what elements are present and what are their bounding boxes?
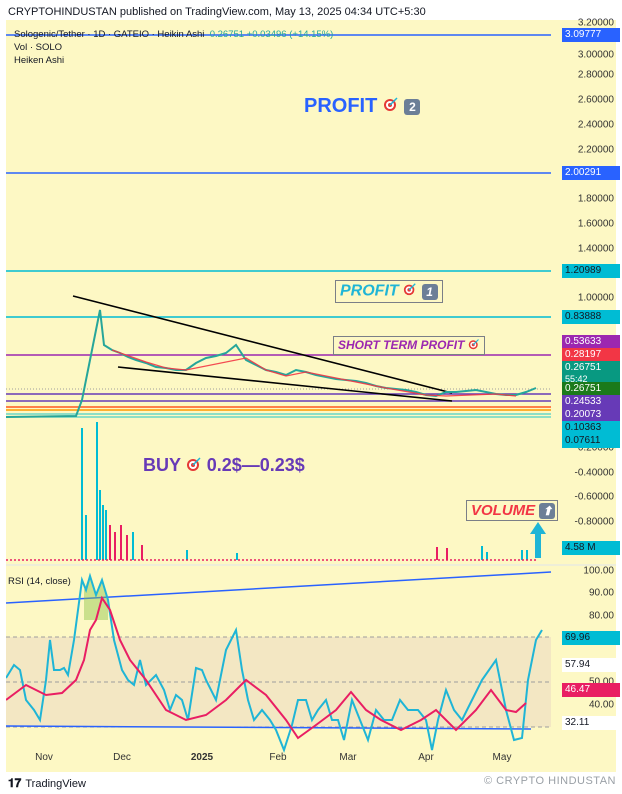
keycap-2-icon: 2 bbox=[404, 98, 421, 115]
time-axis[interactable]: Nov Dec 2025 Feb Mar Apr May bbox=[6, 752, 551, 772]
rsi-tick: 40.00 bbox=[588, 699, 614, 711]
price-tick: -0.20000 bbox=[574, 442, 614, 454]
price-tick: 2.80000 bbox=[577, 69, 614, 81]
price-tick: -0.40000 bbox=[574, 467, 614, 479]
level-tag: 0.10363 bbox=[562, 421, 620, 435]
rsi-tag: 46.47 bbox=[562, 683, 620, 697]
tv-logo-icon: 𝟏𝟕 bbox=[8, 776, 22, 790]
price-axis[interactable]: 3.20000 3.00000 2.80000 2.60000 2.40000 … bbox=[556, 17, 622, 772]
volume-tag: 4.58 M bbox=[562, 541, 620, 555]
price-tick: 2.60000 bbox=[577, 94, 614, 106]
price-tick: 3.20000 bbox=[577, 17, 614, 29]
target-icon bbox=[403, 282, 417, 301]
volume-annotation[interactable]: VOLUME ⬆ bbox=[466, 500, 559, 522]
indicator-legend[interactable]: Heiken Ashi bbox=[14, 55, 65, 66]
volume-legend[interactable]: Vol · SOLO bbox=[14, 42, 63, 53]
time-tick: 2025 bbox=[190, 752, 214, 763]
level-tag: 0.07611 bbox=[562, 434, 620, 448]
rsi-tag: 69.96 bbox=[562, 631, 620, 645]
price-change: +0.03496 (+14.15%) bbox=[246, 29, 334, 40]
target-icon bbox=[383, 95, 399, 118]
volume-bars bbox=[6, 422, 536, 561]
short-term-profit-annotation[interactable]: SHORT TERM PROFIT bbox=[333, 336, 485, 356]
price-tick: 1.60000 bbox=[577, 218, 614, 230]
symbol-label[interactable]: Sologenic/Tether · 1D · GATEIO · Heikin … bbox=[14, 29, 205, 40]
rsi-tick: 90.00 bbox=[588, 587, 614, 599]
level-tag: 3.09777 bbox=[562, 28, 620, 42]
chart-legend: Sologenic/Tether · 1D · GATEIO · Heikin … bbox=[14, 28, 333, 67]
profit1-annotation[interactable]: PROFIT 1 bbox=[335, 280, 443, 303]
rsi-tag: 57.94 bbox=[562, 658, 620, 672]
price-tick: -0.60000 bbox=[574, 491, 614, 503]
keycap-1-icon: 1 bbox=[421, 283, 438, 300]
time-tick: Dec bbox=[113, 752, 131, 763]
buy-annotation[interactable]: BUY 0.2$—0.23$ bbox=[143, 455, 305, 477]
level-tag: 0.53633 bbox=[562, 335, 620, 349]
price-tick: 1.40000 bbox=[577, 243, 614, 255]
price-tick: 2.20000 bbox=[577, 144, 614, 156]
level-tag: 0.26751 bbox=[562, 382, 620, 396]
time-tick: Nov bbox=[35, 752, 53, 763]
time-tick: Mar bbox=[339, 752, 357, 763]
tradingview-logo[interactable]: 𝟏𝟕 TradingView bbox=[8, 776, 86, 790]
time-tick: Apr bbox=[418, 752, 434, 763]
price-tick: 1.00000 bbox=[577, 292, 614, 304]
volume-arrow-icon bbox=[530, 522, 546, 558]
publish-header: CRYPTOHINDUSTAN published on TradingView… bbox=[8, 6, 426, 18]
watermark: © CRYPTO HINDUSTAN bbox=[483, 775, 616, 787]
last-price: 0.26751 bbox=[209, 29, 245, 40]
price-tick: -0.80000 bbox=[574, 516, 614, 528]
level-tag: 2.00291 bbox=[562, 166, 620, 180]
level-tag: 0.20073 bbox=[562, 408, 620, 422]
price-tick: 3.00000 bbox=[577, 49, 614, 61]
target-icon bbox=[186, 456, 202, 477]
rsi-tick: 50.00 bbox=[588, 676, 614, 688]
level-tag: 1.20989 bbox=[562, 264, 620, 278]
chart-plot bbox=[6, 34, 616, 753]
level-tag: 0.28197 bbox=[562, 348, 620, 362]
level-tag: 0.24533 bbox=[562, 395, 620, 409]
rsi-legend[interactable]: RSI (14, close) bbox=[8, 576, 71, 587]
time-tick: May bbox=[492, 752, 512, 763]
up-arrow-icon: ⬆ bbox=[539, 503, 556, 520]
price-tick: 1.80000 bbox=[577, 193, 614, 205]
profit2-annotation[interactable]: PROFIT 2 bbox=[304, 95, 421, 118]
price-tick: 2.40000 bbox=[577, 119, 614, 131]
level-tag: 0.83888 bbox=[562, 310, 620, 324]
last-price-tag: 0.26751 bbox=[562, 361, 620, 375]
rsi-tag: 32.11 bbox=[562, 716, 620, 730]
rsi-tick: 80.00 bbox=[588, 610, 614, 622]
target-icon bbox=[468, 338, 480, 353]
rsi-tick: 100.00 bbox=[583, 565, 614, 577]
time-tick: Feb bbox=[269, 752, 287, 763]
